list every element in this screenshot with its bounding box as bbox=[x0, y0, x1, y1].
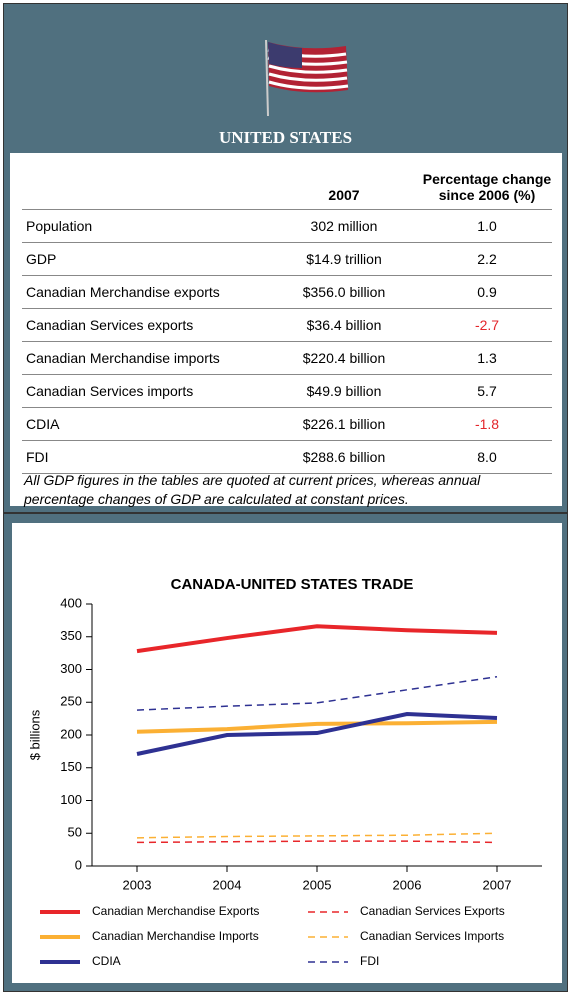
table-cell: $356.0 billion bbox=[266, 276, 418, 309]
table-cell: 1.3 bbox=[418, 342, 552, 375]
table-row: Canadian Services exports$36.4 billion-2… bbox=[22, 309, 552, 342]
table-cell: 5.7 bbox=[418, 375, 552, 408]
y-tick-label: 100 bbox=[60, 792, 82, 807]
legend-label: FDI bbox=[360, 954, 379, 968]
table-cell: Canadian Merchandise exports bbox=[22, 276, 266, 309]
y-tick-label: 300 bbox=[60, 661, 82, 676]
table-cell: CDIA bbox=[22, 408, 266, 441]
table-row: CDIA$226.1 billion-1.8 bbox=[22, 408, 552, 441]
y-tick-label: 150 bbox=[60, 759, 82, 774]
y-tick-label: 250 bbox=[60, 694, 82, 709]
flag bbox=[254, 32, 354, 122]
line-series bbox=[137, 833, 497, 838]
table-cell: 0.9 bbox=[418, 276, 552, 309]
chart-title: CANADA-UNITED STATES TRADE bbox=[171, 576, 414, 593]
table-cell: Canadian Merchandise imports bbox=[22, 342, 266, 375]
table-cell: Canadian Services exports bbox=[22, 309, 266, 342]
empty-header bbox=[22, 157, 266, 210]
y-axis-label: $ billions bbox=[27, 709, 42, 760]
table-cell: $36.4 billion bbox=[266, 309, 418, 342]
table-box: 2007 Percentage change since 2006 (%) Po… bbox=[10, 153, 562, 506]
table-cell: $288.6 billion bbox=[266, 441, 418, 474]
table-cell: GDP bbox=[22, 243, 266, 276]
legend-label: Canadian Merchandise Imports bbox=[92, 929, 259, 943]
table-row: Canadian Merchandise exports$356.0 billi… bbox=[22, 276, 552, 309]
chart: CANADA-UNITED STATES TRADE $ billions 0 5… bbox=[12, 523, 562, 983]
column-header: 2007 bbox=[266, 157, 418, 210]
x-tick-label: 2004 bbox=[213, 877, 242, 892]
country-title: UNITED STATES bbox=[0, 128, 571, 148]
legend-label: Canadian Services Imports bbox=[360, 929, 504, 943]
table-cell: -1.8 bbox=[418, 408, 552, 441]
y-tick-label: 0 bbox=[75, 857, 82, 872]
column-header: Percentage change since 2006 (%) bbox=[418, 157, 552, 210]
table-cell: $220.4 billion bbox=[266, 342, 418, 375]
table-cell: Canadian Services imports bbox=[22, 375, 266, 408]
x-tick-label: 2003 bbox=[123, 877, 152, 892]
line-series bbox=[137, 722, 497, 732]
table-cell: 1.0 bbox=[418, 210, 552, 243]
table-cell: $49.9 billion bbox=[266, 375, 418, 408]
table-cell: 8.0 bbox=[418, 441, 552, 474]
y-tick-label: 50 bbox=[68, 825, 82, 840]
table-cell: $226.1 billion bbox=[266, 408, 418, 441]
legend-label: Canadian Merchandise Exports bbox=[92, 904, 259, 918]
table-note: All GDP figures in the tables are quoted… bbox=[24, 471, 544, 509]
table-cell: 302 million bbox=[266, 210, 418, 243]
data-table: 2007 Percentage change since 2006 (%) Po… bbox=[22, 157, 552, 474]
table-row: Canadian Merchandise imports$220.4 billi… bbox=[22, 342, 552, 375]
y-tick-label: 400 bbox=[60, 595, 82, 610]
x-tick-label: 2007 bbox=[483, 877, 512, 892]
y-tick-label: 200 bbox=[60, 726, 82, 741]
table-cell: 2.2 bbox=[418, 243, 552, 276]
legend-label: Canadian Services Exports bbox=[360, 904, 505, 918]
line-series bbox=[137, 714, 497, 754]
x-tick-label: 2006 bbox=[393, 877, 422, 892]
table-cell: -2.7 bbox=[418, 309, 552, 342]
line-series bbox=[137, 677, 497, 710]
page: UNITED STATES 2007 Percentage change sin… bbox=[0, 0, 571, 994]
line-series bbox=[137, 841, 497, 842]
table-cell: $14.9 trillion bbox=[266, 243, 418, 276]
y-tick-label: 350 bbox=[60, 628, 82, 643]
line-series bbox=[137, 626, 497, 651]
x-tick-label: 2005 bbox=[303, 877, 332, 892]
table-cell: Population bbox=[22, 210, 266, 243]
legend-label: CDIA bbox=[92, 954, 121, 968]
table-cell: FDI bbox=[22, 441, 266, 474]
